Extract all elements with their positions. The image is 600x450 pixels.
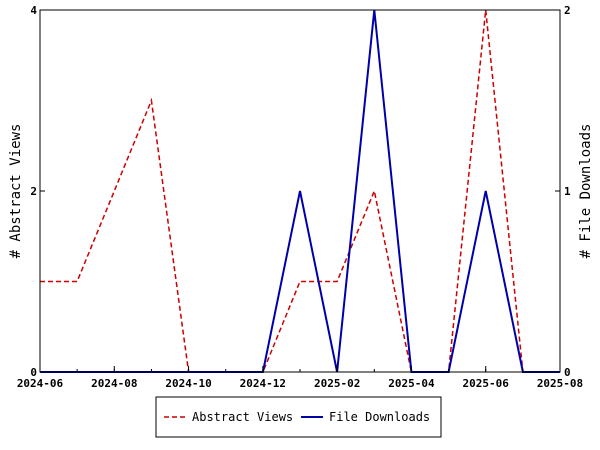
y-right-axis-title: # File Downloads	[578, 124, 594, 259]
x-tick-label: 2024-06	[17, 377, 64, 390]
x-tick-label: 2025-04	[388, 377, 435, 390]
x-tick-label: 2025-06	[463, 377, 510, 390]
y-right-tick-label: 1	[564, 185, 571, 198]
x-tick-label: 2024-08	[91, 377, 137, 390]
y-right-tick-label: 0	[564, 366, 571, 379]
y-right-tick-label: 2	[564, 4, 571, 17]
x-tick-label: 2024-10	[165, 377, 211, 390]
legend-box	[155, 396, 442, 438]
x-tick-label: 2024-12	[240, 377, 286, 390]
y-left-tick-label: 0	[30, 366, 37, 379]
legend-label-file-downloads: File Downloads	[329, 410, 430, 424]
y-left-tick-label: 4	[30, 4, 37, 17]
axes: 2024-06 2024-08 2024-10 2024-12 2025-02 2025-…	[8, 4, 594, 390]
legend: Abstract Views File Downloads	[155, 396, 442, 438]
x-tick-label: 2025-08	[537, 377, 583, 390]
y-left-axis-title: # Abstract Views	[8, 124, 24, 259]
x-tick-label: 2025-02	[314, 377, 360, 390]
y-left-tick-label: 2	[30, 185, 37, 198]
legend-label-abstract-views: Abstract Views	[192, 410, 293, 424]
